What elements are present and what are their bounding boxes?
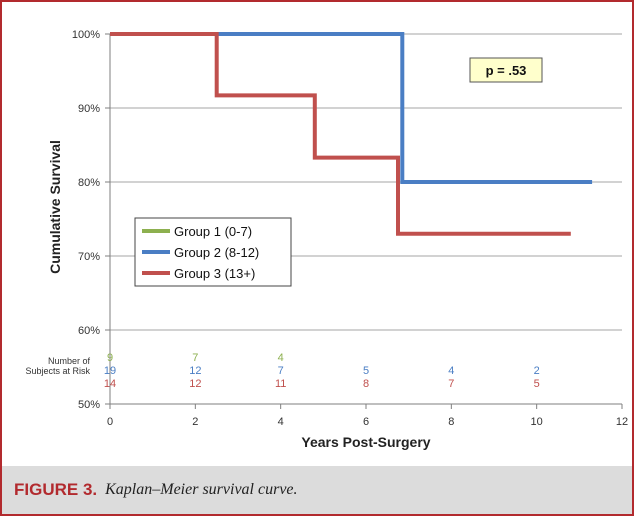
risk-count: 12	[189, 365, 201, 377]
risk-count: 7	[278, 365, 284, 377]
caption-label: FIGURE 3.	[14, 480, 98, 499]
risk-count: 4	[448, 365, 454, 377]
series-line-3	[110, 32, 571, 236]
y-axis-title: Cumulative Survival	[47, 140, 63, 274]
risk-count: 19	[104, 365, 116, 377]
risk-count: 5	[534, 378, 540, 390]
y-tick-label: 90%	[78, 103, 100, 115]
risk-count: 8	[363, 378, 369, 390]
y-tick-label: 50%	[78, 399, 100, 411]
y-tick-label: 60%	[78, 325, 100, 337]
risk-count: 5	[363, 365, 369, 377]
legend-label-2: Group 2 (8-12)	[174, 245, 259, 260]
p-value-label: p = .53	[486, 63, 527, 78]
y-tick-label: 100%	[72, 29, 100, 41]
x-tick-label: 12	[616, 416, 628, 428]
risk-count: 11	[275, 378, 286, 390]
x-axis-title: Years Post-Surgery	[301, 434, 430, 450]
legend-label-1: Group 1 (0-7)	[174, 224, 252, 239]
x-tick-label: 4	[278, 416, 284, 428]
x-tick-label: 8	[448, 416, 454, 428]
risk-table-label: Number of	[48, 356, 91, 366]
risk-count: 7	[192, 352, 198, 364]
risk-count: 12	[189, 378, 201, 390]
figure-caption: FIGURE 3. Kaplan–Meier survival curve.	[2, 466, 632, 514]
legend-label-3: Group 3 (13+)	[174, 266, 255, 281]
risk-count: 14	[104, 378, 116, 390]
risk-table-label: Subjects at Risk	[25, 366, 90, 376]
x-tick-label: 0	[107, 416, 113, 428]
x-tick-label: 6	[363, 416, 369, 428]
risk-count: 7	[448, 378, 454, 390]
survival-chart: 50% 60% 70% 80% 90% 100% 0 2 4 6 8 10 12 Years Post-S…	[25, 29, 628, 450]
x-tick-label: 2	[192, 416, 198, 428]
y-tick-label: 70%	[78, 251, 100, 263]
caption-text: Kaplan–Meier survival curve.	[105, 481, 298, 498]
series-line-2	[110, 32, 593, 184]
p-value-box	[469, 57, 543, 83]
x-tick-label: 10	[531, 416, 543, 428]
y-tick-label: 80%	[78, 177, 100, 189]
risk-count: 4	[278, 352, 284, 364]
risk-count: 2	[534, 365, 540, 377]
risk-count: 9	[107, 352, 113, 364]
